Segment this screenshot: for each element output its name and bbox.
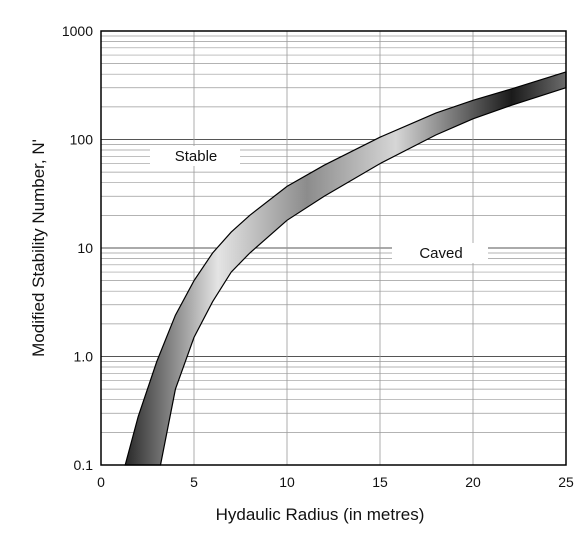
x-tick-labels: 0 5 10 15 20 25 bbox=[97, 474, 574, 490]
plot-frame bbox=[100, 30, 567, 466]
stability-transition-band bbox=[124, 71, 567, 466]
y-tick-label: 10 bbox=[77, 240, 93, 256]
x-tick-label: 0 bbox=[97, 474, 105, 490]
y-axis-title: Modified Stability Number, N' bbox=[29, 139, 48, 357]
stable-label: Stable bbox=[175, 148, 218, 165]
x-tick-label: 5 bbox=[190, 474, 198, 490]
y-tick-label: 0.1 bbox=[74, 457, 94, 473]
y-tick-label: 100 bbox=[70, 132, 94, 148]
y-tick-labels: 0.1 1.0 10 100 1000 bbox=[62, 23, 93, 473]
stable-label-bg bbox=[150, 146, 240, 166]
x-tick-label: 10 bbox=[279, 474, 295, 490]
x-tick-label: 20 bbox=[465, 474, 481, 490]
caved-label-bg bbox=[392, 243, 488, 263]
caved-label: Caved bbox=[419, 245, 462, 262]
x-tick-label: 25 bbox=[558, 474, 574, 490]
y-tick-label: 1.0 bbox=[74, 349, 94, 365]
y-tick-label: 1000 bbox=[62, 23, 93, 39]
x-axis-title: Hydaulic Radius (in metres) bbox=[216, 505, 425, 524]
x-tick-label: 15 bbox=[372, 474, 388, 490]
